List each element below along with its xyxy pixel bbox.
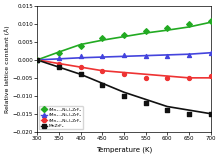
Point (144, 55, 147, 58)
Point (187, 53, 191, 56)
Point (122, 73, 126, 76)
Point (57, 57, 61, 59)
Point (209, 112, 212, 115)
Point (165, 55, 169, 58)
Point (122, 34, 126, 36)
Point (144, 77, 147, 79)
Y-axis label: Relative lattice constant (Å): Relative lattice constant (Å) (4, 25, 10, 113)
Point (35, 59, 39, 61)
Point (35, 59, 39, 61)
Point (209, 19, 212, 22)
Point (57, 66, 61, 68)
Point (35, 59, 39, 61)
Point (122, 53, 126, 56)
Point (57, 51, 61, 54)
Point (100, 55, 104, 58)
Point (187, 112, 191, 115)
Point (57, 62, 61, 65)
Point (122, 95, 126, 97)
Legend: (Mn₁₋ₓNiₓ)₂ZrF₆, (Mn₁₋ₓNiₓ)₂ZrF₆, (Mn₁₋ₓNiₓ)₂ZrF₆, MnZrF₆: (Mn₁₋ₓNiₓ)₂ZrF₆, (Mn₁₋ₓNiₓ)₂ZrF₆, (Mn₁₋ₓ… (39, 106, 83, 129)
Point (79, 55, 82, 58)
Point (165, 77, 169, 79)
Point (100, 37, 104, 40)
Point (144, 102, 147, 104)
Point (100, 69, 104, 72)
Point (79, 66, 82, 68)
Point (165, 26, 169, 29)
X-axis label: Temperature (K): Temperature (K) (96, 146, 152, 153)
Point (35, 59, 39, 61)
Point (144, 30, 147, 32)
Point (165, 109, 169, 111)
Point (209, 51, 212, 54)
Point (79, 73, 82, 76)
Point (187, 23, 191, 25)
Point (79, 44, 82, 47)
Point (209, 75, 212, 77)
Point (187, 77, 191, 79)
Point (100, 84, 104, 86)
